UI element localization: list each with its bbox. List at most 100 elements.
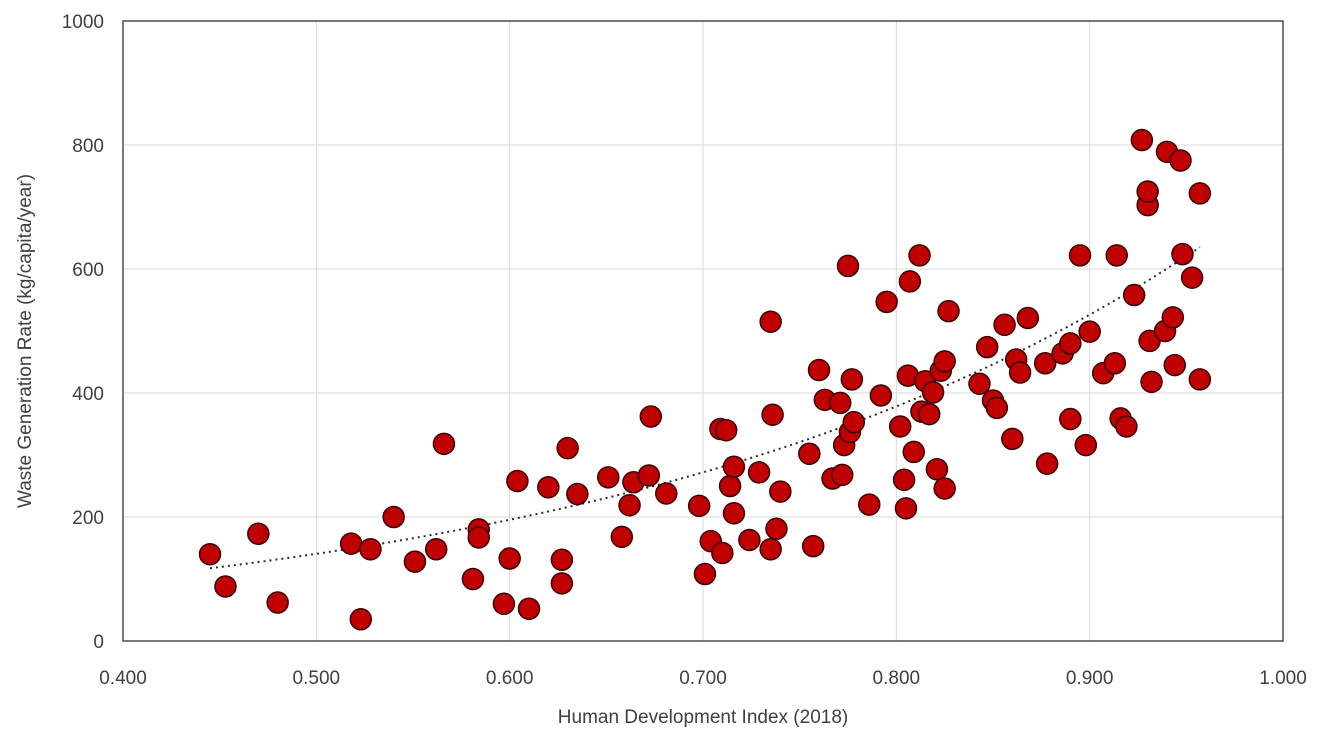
data-point	[888, 415, 912, 438]
data-point	[556, 436, 579, 460]
data-point	[467, 526, 490, 549]
x-tick-label: 0.500	[293, 668, 341, 689]
data-point	[917, 402, 941, 426]
x-tick-label: 0.900	[1066, 668, 1114, 689]
y-tick-label: 0	[93, 632, 104, 653]
x-tick-label: 0.400	[99, 668, 147, 689]
data-point	[1130, 128, 1154, 152]
data-point	[550, 548, 574, 572]
data-point	[1059, 407, 1082, 431]
y-tick-label: 600	[72, 260, 104, 281]
data-point	[836, 254, 860, 278]
data-point	[1078, 320, 1101, 343]
data-point	[498, 547, 521, 570]
data-point	[807, 358, 831, 382]
data-point	[639, 405, 663, 428]
data-point	[492, 592, 516, 616]
data-point	[1161, 306, 1185, 329]
data-point	[266, 591, 289, 614]
data-point	[722, 502, 746, 525]
data-point	[359, 537, 382, 561]
data-point	[198, 542, 222, 566]
plot-area-frame	[122, 20, 1284, 642]
data-point	[842, 410, 866, 434]
data-point	[798, 442, 821, 466]
data-point	[214, 575, 237, 598]
x-tick-label: 0.700	[679, 668, 727, 689]
data-point	[1008, 361, 1032, 384]
data-point	[801, 534, 825, 558]
data-point	[765, 517, 788, 541]
data-point	[382, 505, 405, 529]
data-point	[1103, 351, 1127, 375]
data-point	[829, 391, 852, 415]
data-point	[933, 350, 956, 373]
data-point	[759, 310, 782, 333]
data-point	[830, 463, 854, 487]
x-tick-label: 1.000	[1259, 668, 1307, 689]
data-point	[759, 537, 782, 561]
data-point	[840, 368, 864, 391]
data-point	[566, 482, 589, 506]
data-point	[687, 494, 711, 518]
data-point	[637, 464, 661, 487]
data-point	[894, 497, 918, 520]
data-point	[597, 466, 620, 489]
data-point	[1188, 368, 1212, 391]
y-tick-label: 800	[72, 136, 104, 157]
data-point	[1033, 351, 1057, 375]
data-point	[339, 532, 363, 555]
data-point	[1001, 427, 1024, 451]
data-point	[722, 455, 746, 479]
data-point	[1016, 306, 1040, 330]
data-point	[975, 335, 999, 359]
data-point	[714, 418, 738, 442]
data-point	[349, 608, 373, 631]
data-point	[432, 432, 456, 456]
data-point	[711, 541, 734, 565]
y-tick-label: 200	[72, 508, 104, 529]
y-tick-label: 1000	[62, 12, 104, 33]
data-point	[898, 270, 922, 293]
data-point	[937, 299, 960, 323]
data-point	[738, 528, 761, 552]
trendline	[209, 246, 1201, 570]
y-axis-title: Waste Generation Rate (kg/capita/year)	[15, 174, 36, 508]
data-point	[1059, 332, 1082, 355]
data-point	[247, 522, 270, 545]
data-point	[1188, 182, 1212, 205]
y-axis-ticks: 0 200 400 600 800 1000	[62, 12, 104, 653]
data-point	[761, 403, 784, 426]
data-point	[718, 474, 742, 498]
data-point	[424, 537, 448, 561]
data-point	[1035, 452, 1059, 475]
data-points	[198, 128, 1212, 631]
data-point	[1105, 244, 1128, 267]
x-axis-title: Human Development Index (2018)	[558, 707, 848, 728]
data-point	[506, 469, 529, 493]
data-point	[1180, 266, 1204, 289]
data-point	[869, 384, 893, 407]
data-point	[968, 372, 991, 395]
data-point	[517, 597, 541, 621]
data-point	[1171, 242, 1194, 266]
data-point	[925, 458, 949, 481]
data-point	[1140, 370, 1163, 394]
x-axis-ticks: 0.400 0.500 0.600 0.700 0.800 0.900 1.000	[99, 668, 1307, 689]
data-point	[537, 475, 560, 499]
data-point	[993, 313, 1016, 337]
data-point	[1163, 353, 1186, 377]
data-point	[985, 396, 1009, 420]
data-point	[892, 468, 916, 492]
data-point	[1115, 415, 1138, 438]
data-point	[618, 493, 641, 517]
data-point	[610, 525, 634, 549]
data-point	[1074, 433, 1098, 457]
x-tick-label: 0.600	[486, 668, 534, 689]
data-point	[747, 461, 771, 484]
data-point	[902, 440, 925, 464]
data-point	[1068, 244, 1092, 267]
data-point	[655, 482, 678, 505]
